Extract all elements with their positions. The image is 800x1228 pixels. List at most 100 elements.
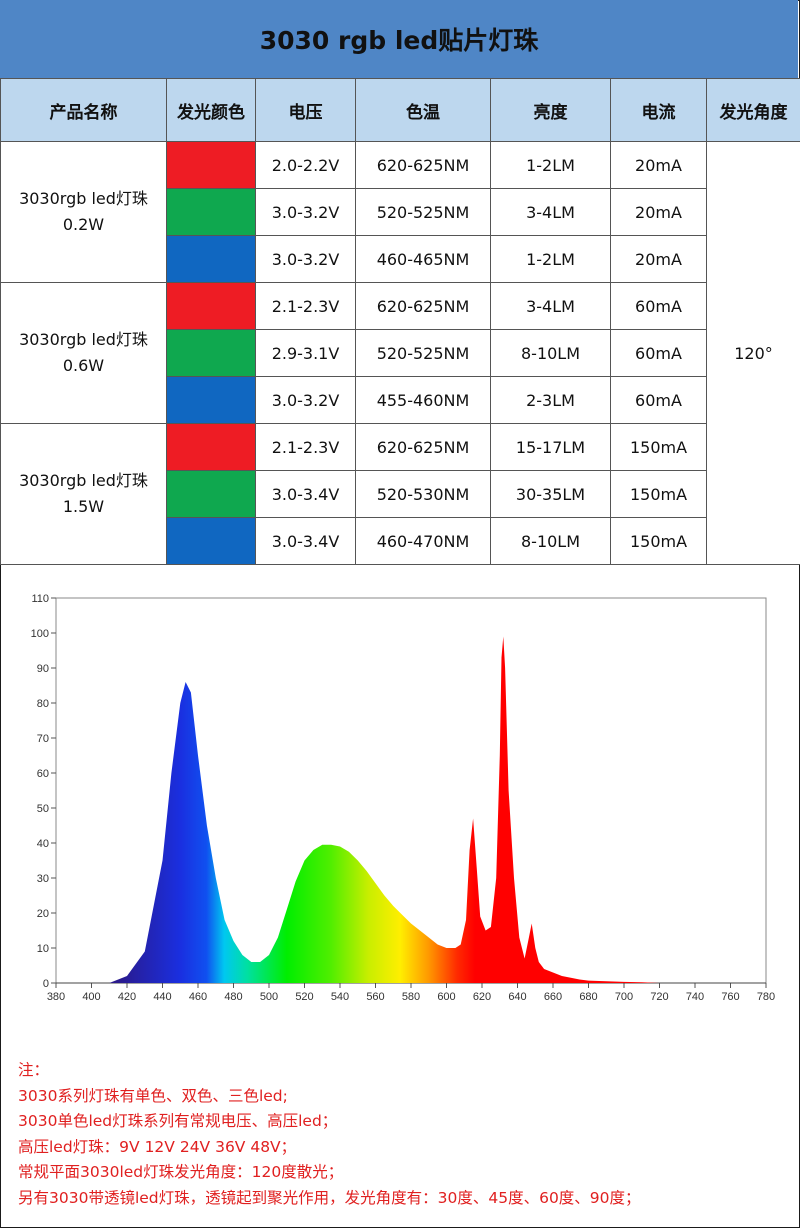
wavelength-cell: 460-470NM <box>355 517 491 565</box>
x-tick-label: 520 <box>295 991 313 1003</box>
wavelength-cell: 520-525NM <box>355 188 491 236</box>
header-angle: 发光角度 <box>706 78 800 142</box>
x-tick-label: 740 <box>686 991 704 1003</box>
x-tick-label: 660 <box>544 991 562 1003</box>
color-swatch <box>166 235 256 283</box>
brightness-cell: 1-2LM <box>490 141 611 189</box>
brightness-cell: 15-17LM <box>490 423 611 471</box>
x-tick-label: 680 <box>579 991 597 1003</box>
product-name-line: 0.6W <box>62 356 105 375</box>
header-brightness: 亮度 <box>490 78 611 142</box>
wavelength-cell: 520-530NM <box>355 470 491 518</box>
current-cell: 150mA <box>610 470 707 518</box>
color-swatch <box>166 141 256 189</box>
brightness-cell: 2-3LM <box>490 376 611 424</box>
table-header-row: 产品名称 发光颜色 电压 色温 亮度 电流 发光角度 <box>0 78 800 142</box>
voltage-cell: 3.0-3.2V <box>255 235 356 283</box>
brightness-cell: 8-10LM <box>490 517 611 565</box>
note-line: 常规平面3030led灯珠发光角度：120度散光； <box>18 1163 344 1181</box>
wavelength-cell: 520-525NM <box>355 329 491 377</box>
y-tick-label: 90 <box>37 663 49 675</box>
voltage-cell: 2.1-2.3V <box>255 423 356 471</box>
wavelength-cell: 620-625NM <box>355 141 491 189</box>
product-name-cell: 3030rgb led灯珠 0.6W <box>0 282 167 424</box>
x-tick-label: 480 <box>224 991 242 1003</box>
x-tick-label: 780 <box>757 991 775 1003</box>
note-line: 3030系列灯珠有单色、双色、三色led; <box>18 1086 288 1105</box>
current-cell: 150mA <box>610 517 707 565</box>
table-row: 3030rgb led灯珠 0.6W 2.1-2.3V 620-625NM 3-4LM 6… <box>0 282 800 424</box>
spectrum-chart: 0 10 20 30 40 50 60 70 80 90 100 110 380 400 420 440 460… <box>0 563 800 1023</box>
x-tick-label: 580 <box>402 991 420 1003</box>
color-swatch <box>166 282 256 330</box>
x-tick-label: 540 <box>331 991 349 1003</box>
spectrum-svg: 0 10 20 30 40 50 60 70 80 90 100 110 380 400 420 440 460… <box>31 593 776 1003</box>
y-tick-label: 0 <box>43 978 49 990</box>
spectrum-area <box>109 636 660 983</box>
voltage-cell: 3.0-3.4V <box>255 517 356 565</box>
y-tick-label: 100 <box>31 628 49 640</box>
brightness-cell: 8-10LM <box>490 329 611 377</box>
product-name-line: 3030rgb led灯珠 <box>19 189 148 208</box>
title-bar: 3030 rgb led贴片灯珠 <box>0 0 798 79</box>
table-row: 3030rgb led灯珠 0.2W 2.0-2.2V 620-625NM 1-2LM 2… <box>0 141 800 565</box>
header-voltage: 电压 <box>255 78 356 142</box>
x-tick-label: 560 <box>366 991 384 1003</box>
product-name-line: 1.5W <box>62 497 105 516</box>
note-line: 高压led灯珠：9V 12V 24V 36V 48V； <box>18 1137 297 1156</box>
wavelength-cell: 620-625NM <box>355 423 491 471</box>
voltage-cell: 3.0-3.2V <box>255 188 356 236</box>
current-cell: 20mA <box>610 235 707 283</box>
y-tick-label: 70 <box>37 733 49 745</box>
page-title: 3030 rgb led贴片灯珠 <box>259 26 539 55</box>
wavelength-cell: 620-625NM <box>355 282 491 330</box>
note-line: 另有3030带透镜led灯珠，透镜起到聚光作用，发光角度有：30度、45度、60… <box>18 1188 641 1207</box>
current-cell: 60mA <box>610 282 707 330</box>
brightness-cell: 3-4LM <box>490 282 611 330</box>
voltage-cell: 2.1-2.3V <box>255 282 356 330</box>
y-tick-label: 80 <box>37 698 49 710</box>
current-cell: 60mA <box>610 376 707 424</box>
notes: 注： 3030系列灯珠有单色、双色、三色led; 3030单色led灯珠系列有常… <box>18 1058 641 1211</box>
x-tick-label: 620 <box>473 991 491 1003</box>
y-tick-label: 60 <box>37 768 49 780</box>
current-cell: 60mA <box>610 329 707 377</box>
x-tick-label: 440 <box>153 991 171 1003</box>
product-name-cell: 3030rgb led灯珠 1.5W <box>0 423 167 565</box>
spec-table: 产品名称 发光颜色 电压 色温 亮度 电流 发光角度 3030rgb led灯珠… <box>0 78 800 565</box>
y-tick-label: 20 <box>37 908 49 920</box>
color-swatch <box>166 470 256 518</box>
wavelength-cell: 455-460NM <box>355 376 491 424</box>
x-tick-label: 420 <box>118 991 136 1003</box>
x-tick-label: 380 <box>47 991 65 1003</box>
brightness-cell: 30-35LM <box>490 470 611 518</box>
current-cell: 20mA <box>610 141 707 189</box>
header-wavelength: 色温 <box>355 78 491 142</box>
y-tick-label: 110 <box>31 593 49 605</box>
y-tick-label: 50 <box>37 803 49 815</box>
x-tick-label: 500 <box>260 991 278 1003</box>
header-product-name: 产品名称 <box>0 78 167 142</box>
x-tick-label: 640 <box>508 991 526 1003</box>
x-tick-label: 760 <box>721 991 739 1003</box>
note-heading: 注： <box>18 1061 50 1079</box>
voltage-cell: 2.0-2.2V <box>255 141 356 189</box>
table-row: 2.9-3.1V 520-525NM 8-10LM 60mA <box>1 329 800 377</box>
angle-cell: 120° <box>706 141 800 565</box>
y-tick-label: 40 <box>37 838 49 850</box>
table-row: 3.0-3.2V 460-465NM 1-2LM 20mA <box>1 235 800 283</box>
table-row: 3.0-3.2V 455-460NM 2-3LM 60mA <box>1 376 800 424</box>
x-tick-label: 700 <box>615 991 633 1003</box>
color-swatch <box>166 376 256 424</box>
voltage-cell: 3.0-3.4V <box>255 470 356 518</box>
x-tick-label: 720 <box>650 991 668 1003</box>
product-name-line: 3030rgb led灯珠 <box>19 330 148 349</box>
color-swatch <box>166 329 256 377</box>
header-current: 电流 <box>610 78 707 142</box>
table-row: 3.0-3.4V 520-530NM 30-35LM 150mA <box>1 470 800 518</box>
color-swatch <box>166 517 256 565</box>
product-name-cell: 3030rgb led灯珠 0.2W <box>0 141 167 283</box>
note-line: 3030单色led灯珠系列有常规电压、高压led； <box>18 1112 338 1130</box>
voltage-cell: 3.0-3.2V <box>255 376 356 424</box>
x-tick-label: 400 <box>82 991 100 1003</box>
